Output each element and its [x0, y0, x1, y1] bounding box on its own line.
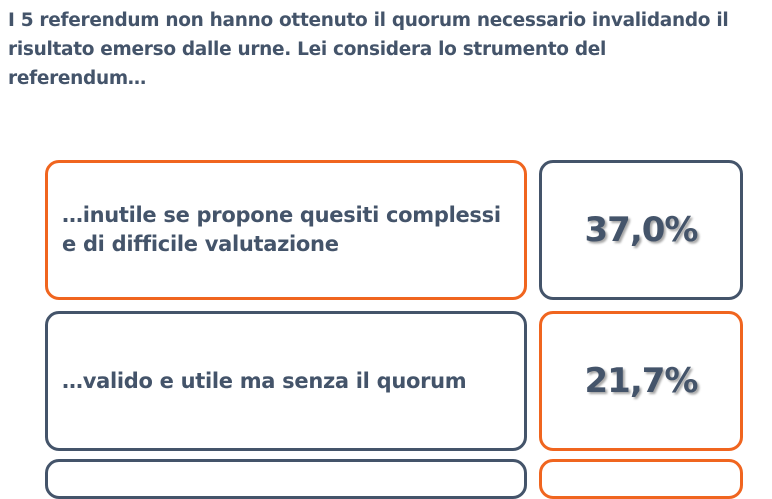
answer-value-box: 21,7% — [539, 311, 743, 451]
answer-value: 37,0% — [584, 210, 699, 250]
answer-label-box: …valido e utile ma senza il quorum — [45, 311, 527, 451]
answer-label-box: …inutile se propone quesiti complessi e … — [45, 160, 527, 300]
answer-value: 21,7% — [584, 361, 699, 401]
answer-value-box-partial — [539, 459, 743, 499]
answer-label: …inutile se propone quesiti complessi e … — [62, 203, 501, 256]
question-title: I 5 referendum non hanno ottenuto il quo… — [8, 10, 729, 89]
answer-label-box-partial — [45, 459, 527, 499]
answer-label: …valido e utile ma senza il quorum — [62, 368, 467, 393]
answer-value-box: 37,0% — [539, 160, 743, 300]
